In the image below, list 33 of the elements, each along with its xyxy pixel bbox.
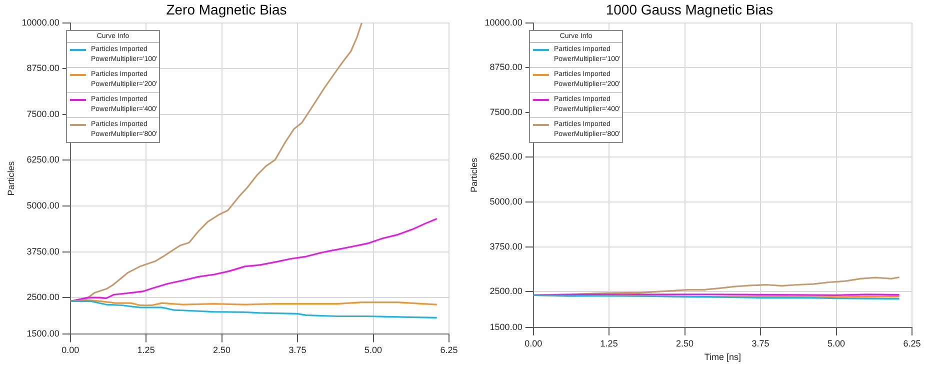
- y-tick-label: 6250.00: [26, 154, 60, 165]
- x-axis-title: Time [ns]: [704, 352, 742, 362]
- x-tick-label: 0.00: [524, 338, 542, 348]
- x-tick-label: 5.00: [828, 338, 846, 348]
- y-tick-label: 6250.00: [490, 152, 522, 162]
- chart-title: Zero Magnetic Bias: [166, 1, 287, 18]
- x-tick-label: 2.50: [213, 345, 231, 356]
- y-tick-label: 5000.00: [490, 196, 522, 206]
- y-tick-label: 10000.00: [484, 17, 522, 28]
- y-tick-label: 7500.00: [26, 108, 60, 119]
- x-tick-label: 1.25: [137, 345, 155, 356]
- y-tick-label: 7500.00: [490, 106, 522, 117]
- y-tick-label: 5000.00: [26, 200, 60, 210]
- x-tick-label: 3.75: [752, 338, 770, 348]
- y-tick-label: 8750.00: [26, 63, 60, 74]
- x-tick-label: 2.50: [676, 338, 694, 348]
- y-axis-title: Particles: [6, 160, 16, 196]
- x-tick-label: 0.00: [62, 345, 80, 356]
- y-tick-label: 2500.00: [490, 286, 522, 296]
- x-tick-label: 1.25: [600, 338, 618, 348]
- x-tick-label: 5.00: [364, 345, 382, 356]
- y-tick-label: 3750.00: [490, 241, 522, 252]
- y-tick-label: 8750.00: [490, 62, 522, 72]
- y-tick-label: 10000.00: [22, 17, 60, 28]
- y-axis-title: Particles: [468, 157, 479, 192]
- y-tick-label: 1500.00: [490, 322, 522, 332]
- y-tick-label: 3750.00: [26, 246, 60, 256]
- x-tick-label: 6.25: [903, 338, 921, 348]
- x-tick-label: 3.75: [288, 345, 306, 356]
- y-tick-label: 1500.00: [26, 328, 60, 339]
- chart-title: 1000 Gauss Magnetic Bias: [606, 1, 774, 18]
- x-tick-label: 6.25: [440, 345, 458, 356]
- y-tick-label: 2500.00: [26, 292, 60, 302]
